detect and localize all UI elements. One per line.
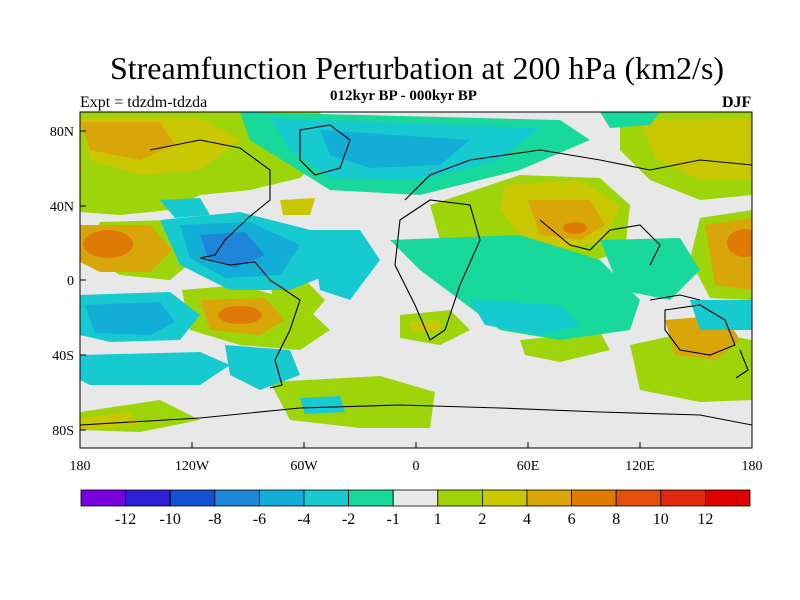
colorbar-swatch — [705, 489, 751, 507]
colorbar-label: 2 — [478, 511, 486, 528]
colorbar-swatch — [481, 489, 528, 507]
lon-tick-label: 180 — [70, 459, 91, 474]
field-contour — [80, 412, 140, 430]
lon-tick-label: 120W — [175, 459, 210, 474]
field-contour — [280, 198, 315, 215]
field-contour — [200, 232, 265, 268]
colorbar-swatch — [348, 489, 394, 507]
colorbar-label: -12 — [115, 511, 136, 528]
lon-tick-label: 60W — [290, 459, 318, 474]
colorbar-swatch — [437, 489, 483, 507]
colorbar-swatch — [571, 489, 617, 507]
field-contour — [85, 302, 175, 335]
field-contour — [640, 118, 752, 180]
lon-tick-label: 0 — [413, 459, 420, 474]
lon-tick-label: 180 — [742, 459, 763, 474]
colorbar: -12 -10 -8 -6 -4 -2 -1 1 2 4 6 8 10 12 — [80, 489, 751, 528]
longitude-axis: 180 120W 60W 0 60E 120E 180 — [70, 442, 763, 474]
colorbar-label: 6 — [568, 511, 576, 528]
colorbar-label: -2 — [342, 511, 355, 528]
coastline-greenland — [299, 124, 351, 176]
field-contour — [160, 198, 210, 218]
coastline-north-america — [149, 139, 271, 259]
colorbar-label: 10 — [653, 511, 669, 528]
field-contour — [270, 376, 435, 428]
field-contour — [80, 122, 175, 160]
coastlines — [80, 124, 752, 426]
colorbar-label: -8 — [208, 511, 221, 528]
colorbar-swatch — [303, 489, 349, 507]
lat-tick-label: 40N — [50, 200, 74, 215]
field-contour — [390, 235, 640, 340]
field-contour — [600, 238, 700, 300]
field-contour — [80, 352, 230, 385]
field-contour — [300, 396, 345, 414]
coastline-south-america — [199, 257, 301, 389]
lon-tick-label: 60E — [517, 459, 540, 474]
field-contour — [83, 230, 133, 258]
coastline-south-asia — [539, 219, 661, 266]
field-contour — [225, 345, 300, 390]
colorbar-swatch — [80, 489, 126, 507]
coastline-africa — [394, 199, 481, 341]
lat-tick-label: 40S — [52, 349, 74, 364]
coastline-antarctica — [80, 404, 752, 426]
lat-tick-label: 0 — [67, 274, 74, 289]
colorbar-swatch — [214, 489, 260, 507]
field-contour — [218, 306, 262, 324]
colorbar-label: -4 — [297, 511, 310, 528]
coastline-indonesia — [649, 294, 701, 301]
field-contour — [520, 332, 610, 362]
colorbar-swatch — [392, 489, 439, 507]
field-contour — [470, 300, 580, 335]
colorbar-label: -6 — [253, 511, 266, 528]
colorbar-swatch — [125, 489, 171, 507]
colorbar-label: 1 — [434, 511, 442, 528]
chart-title: Streamfunction Perturbation at 200 hPa (… — [109, 50, 725, 86]
coastline-australia — [664, 304, 736, 356]
latitude-axis: 80N 40N 0 40S 80S — [50, 125, 86, 439]
field-contour — [727, 229, 752, 257]
chart-subtitle: 012kyr BP - 000kyr BP — [330, 88, 477, 104]
coastline-eurasia — [404, 149, 752, 201]
season-label: DJF — [722, 94, 752, 111]
colorbar-label: 8 — [612, 511, 620, 528]
field-contour — [690, 300, 752, 330]
colorbar-swatch — [615, 489, 662, 507]
field-contour — [600, 112, 660, 128]
colorbar-label: 4 — [523, 511, 531, 528]
lat-tick-label: 80N — [50, 125, 74, 140]
colorbar-swatch — [526, 489, 572, 507]
colorbar-label: -10 — [160, 511, 181, 528]
field-contour — [320, 130, 470, 168]
coastline-new-zealand — [735, 349, 749, 379]
field-contour — [410, 320, 440, 332]
colorbar-label: 12 — [697, 511, 713, 528]
colorbar-swatch — [660, 489, 706, 507]
field-contour — [563, 222, 587, 234]
field-layer — [80, 112, 752, 448]
colorbar-swatch — [258, 489, 305, 507]
lat-tick-label: 80S — [52, 424, 74, 439]
lon-tick-label: 120E — [625, 459, 655, 474]
field-contour — [310, 230, 380, 300]
experiment-label: Expt = tdzdm-tdzda — [80, 94, 208, 111]
colorbar-swatch — [169, 489, 216, 507]
colorbar-label: -1 — [387, 511, 400, 528]
